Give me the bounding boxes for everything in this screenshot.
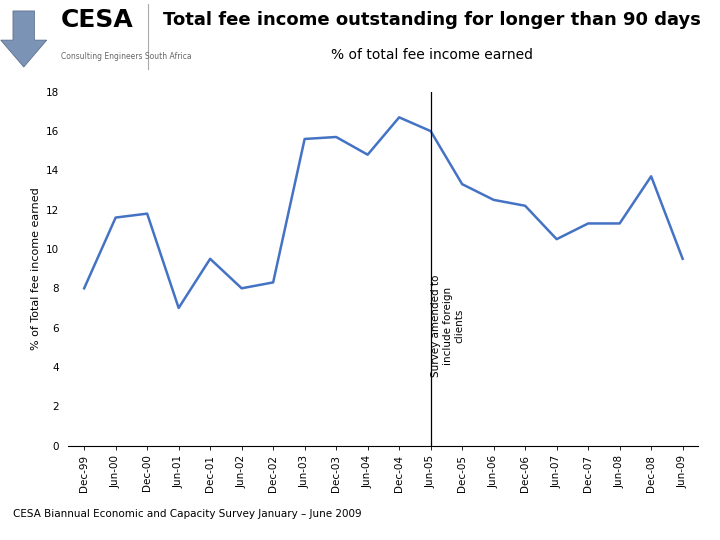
Text: CESA: CESA [61,9,134,32]
Text: Consulting Engineers South Africa: Consulting Engineers South Africa [61,52,192,62]
Text: Total fee income outstanding for longer than 90 days: Total fee income outstanding for longer … [163,11,701,29]
Text: CESA Biannual Economic and Capacity Survey January – June 2009: CESA Biannual Economic and Capacity Surv… [13,509,361,519]
Text: Survey amended to
include foreign
clients: Survey amended to include foreign client… [431,274,464,377]
Text: % of total fee income earned: % of total fee income earned [331,48,533,62]
Polygon shape [1,11,47,67]
Y-axis label: % of Total fee income earned: % of Total fee income earned [30,187,40,350]
